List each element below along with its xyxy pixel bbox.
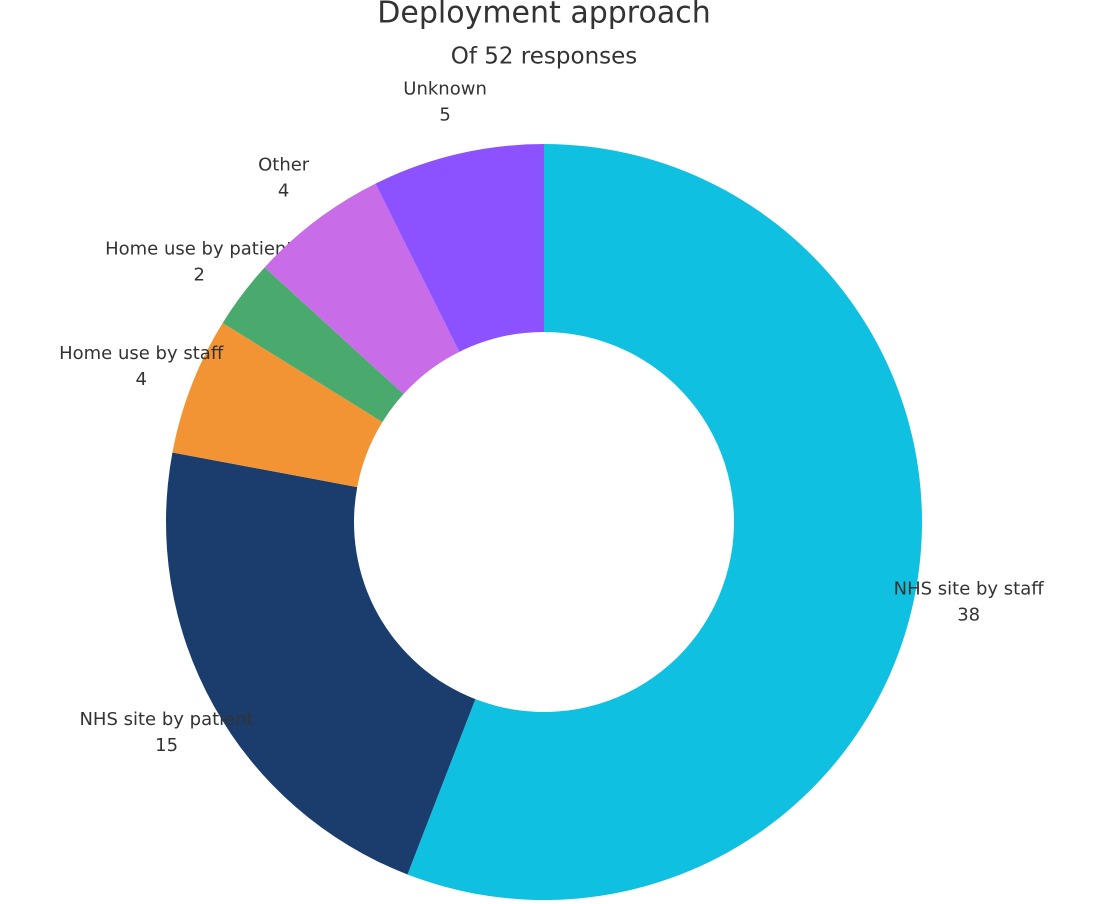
slice-value: 2: [194, 265, 205, 286]
donut-slice: [222, 267, 404, 422]
donut-slice: [264, 183, 460, 394]
slice-value: 15: [155, 735, 178, 756]
donut-slice: [407, 144, 922, 900]
slice-value: 4: [278, 180, 289, 201]
chart-subtitle: Of 52 responses: [451, 44, 638, 70]
donut-slice: [375, 144, 544, 352]
slice-label: NHS site by patient: [79, 709, 253, 730]
slice-value: 4: [135, 369, 146, 390]
slice-label: Home use by staff: [59, 343, 224, 364]
slice-label: Other: [258, 154, 310, 175]
slice-value: 38: [957, 604, 980, 625]
slice-value: 5: [439, 104, 450, 125]
slice-label: NHS site by staff: [894, 578, 1045, 599]
slice-label: Home use by patient: [105, 239, 293, 260]
chart-title: Deployment approach: [377, 0, 710, 31]
donut-slice: [166, 452, 476, 875]
donut-slice: [172, 323, 383, 488]
slice-label: Unknown: [403, 78, 487, 99]
